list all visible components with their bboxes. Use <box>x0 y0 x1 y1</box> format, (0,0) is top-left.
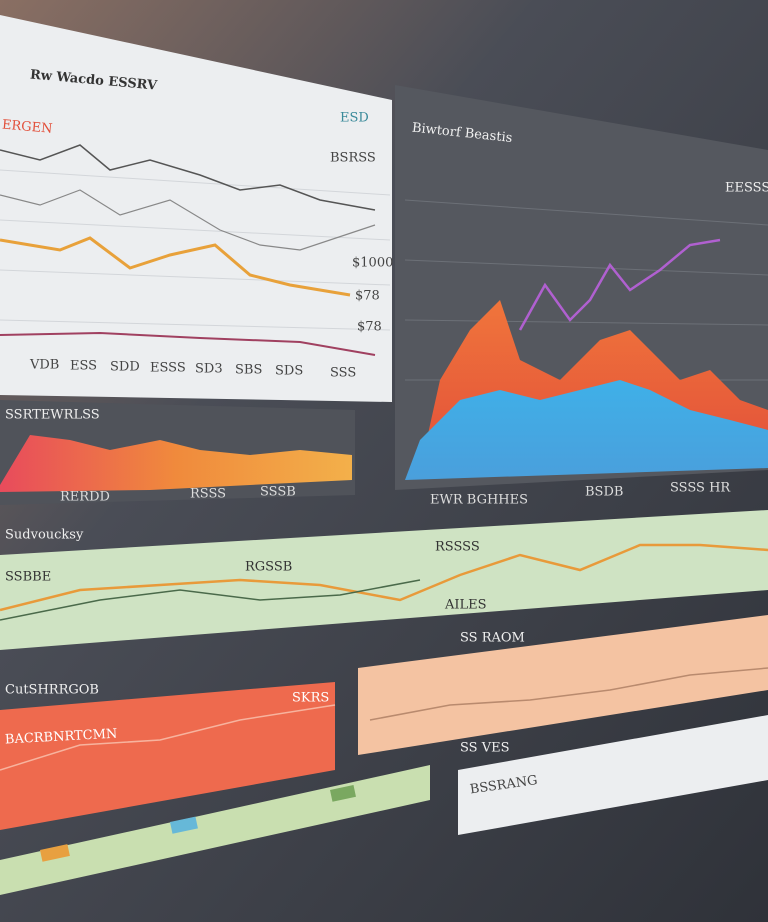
line <box>518 238 721 331</box>
x-label: SDD <box>110 360 140 375</box>
x-label: SDS <box>275 364 303 379</box>
x-label: SBS <box>235 363 262 378</box>
line <box>369 667 768 721</box>
section-title: SS RAOM <box>460 631 525 646</box>
panel <box>0 682 335 830</box>
section-title: Sudvoucksy <box>5 528 84 543</box>
x-label: RERDD <box>60 490 110 505</box>
badge: SKRS <box>292 691 329 706</box>
panel-title: BACRBNRTCMN <box>5 727 118 748</box>
panel <box>0 15 392 402</box>
y-label: $78 <box>355 289 380 304</box>
x-label: ESS <box>70 359 97 374</box>
x-label: VDB <box>29 358 59 373</box>
chips <box>40 785 356 862</box>
footer-label: EWR BGHHES <box>430 493 528 508</box>
panel <box>358 615 768 755</box>
section-title: CutSHRRGOB <box>5 683 99 698</box>
x-label: ESSS <box>150 361 186 376</box>
line <box>0 704 336 771</box>
label: RSSSS <box>435 540 480 555</box>
legend: EESSS <box>725 181 768 196</box>
y-label: $1000 <box>352 256 393 271</box>
panel-subtitle: ERGEN <box>1 118 53 137</box>
x-labels: VDB ESS SDD ESSS SD3 SBS SDS SSS <box>29 358 356 381</box>
label: SSBBE <box>5 570 51 585</box>
x-label: RSSS <box>190 487 226 502</box>
panel <box>0 510 768 650</box>
line <box>0 579 421 621</box>
x-label: SD3 <box>195 362 223 377</box>
badge: ESD <box>340 111 369 126</box>
line <box>0 189 376 251</box>
y-label: $78 <box>357 320 382 335</box>
footer-label: BSDB <box>585 485 623 500</box>
panel <box>458 715 768 835</box>
x-label: SSSB <box>260 485 296 500</box>
legend: BSRSS <box>330 151 376 166</box>
footer-label: SSSS HR <box>670 481 731 496</box>
area <box>0 435 352 492</box>
panel <box>0 765 430 895</box>
area <box>405 380 768 480</box>
line <box>0 331 376 356</box>
line <box>0 543 768 612</box>
line <box>0 236 351 297</box>
grid <box>0 169 391 331</box>
line <box>0 144 376 211</box>
strip-title: SSRTEWRLSS <box>5 408 100 423</box>
label: RGSSB <box>245 560 292 575</box>
x-label: SSS <box>330 366 356 381</box>
label: AILES <box>444 598 487 613</box>
section-title: SS VES <box>460 741 510 756</box>
